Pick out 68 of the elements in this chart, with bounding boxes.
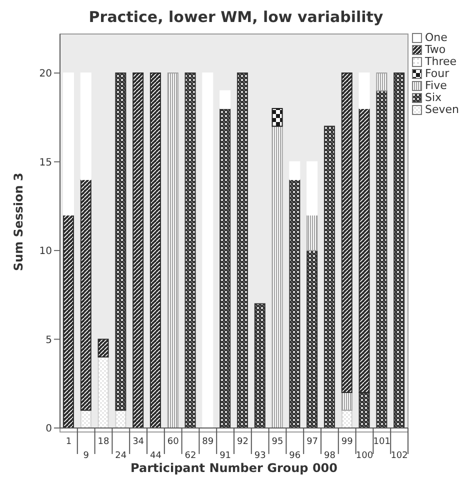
- bar: [289, 161, 300, 180]
- x-tick-label: 60: [167, 437, 180, 447]
- x-tick-label: 24: [115, 451, 127, 461]
- bar: [341, 410, 352, 428]
- x-tick-label: 18: [98, 437, 110, 447]
- x-tick-label: 44: [150, 451, 162, 461]
- bar: [98, 356, 109, 428]
- bar: [202, 72, 214, 428]
- x-tick-label: 91: [220, 451, 232, 461]
- x-tick-label: 92: [236, 437, 248, 447]
- bar: [184, 72, 196, 428]
- x-tick-label: 96: [289, 451, 301, 461]
- bar: [358, 72, 370, 110]
- bar: [254, 303, 266, 428]
- x-tick-label: 98: [324, 451, 336, 461]
- bar: [98, 338, 109, 358]
- bar: [115, 72, 126, 411]
- bar: [272, 108, 283, 127]
- x-tick-label: 95: [272, 437, 284, 447]
- bar: [220, 108, 231, 428]
- bar: [220, 90, 231, 110]
- bar: [324, 126, 335, 428]
- bar: [306, 250, 318, 428]
- x-tick-label: 89: [202, 437, 214, 447]
- legend-label: Three: [425, 55, 457, 68]
- bar: [341, 72, 352, 394]
- y-tick-label: 10: [39, 246, 52, 258]
- bar: [167, 72, 178, 428]
- bar: [376, 72, 388, 92]
- x-tick-label: 99: [341, 437, 354, 447]
- bar: [150, 72, 161, 428]
- bar: [80, 72, 92, 180]
- bar: [306, 214, 318, 252]
- bar: [341, 392, 352, 411]
- x-tick-label: 97: [306, 437, 318, 447]
- x-tick-label: 101: [373, 437, 390, 447]
- bar: [236, 72, 248, 428]
- legend-label: Two: [425, 43, 446, 56]
- legend-label: Four: [425, 67, 450, 80]
- bar: [376, 90, 388, 428]
- bar: [289, 179, 300, 428]
- x-tick-label: 34: [132, 437, 144, 447]
- bar: [394, 72, 405, 428]
- x-tick-label: 100: [356, 451, 374, 461]
- bar: [80, 410, 92, 428]
- y-axis-title: Sum Session 3: [11, 172, 26, 271]
- y-tick-label: 20: [39, 68, 52, 80]
- x-axis-title: Participant Number Group 000: [130, 461, 338, 475]
- bar: [272, 126, 283, 428]
- bar: [306, 161, 318, 216]
- x-tick-label: 9: [83, 451, 90, 461]
- legend-label: One: [425, 31, 448, 44]
- x-tick-label: 1: [66, 437, 72, 447]
- bar: [80, 179, 92, 411]
- legend-label: Seven: [425, 103, 459, 116]
- x-tick-label: 93: [254, 451, 266, 461]
- legend-label: Six: [425, 91, 442, 104]
- chart-title: Practice, lower WM, low variability: [88, 8, 384, 28]
- bar: [115, 410, 126, 428]
- x-tick-label: 102: [390, 451, 408, 461]
- y-tick-label: 0: [46, 424, 52, 435]
- y-tick-label: 15: [39, 157, 52, 168]
- y-tick-label: 5: [46, 334, 52, 346]
- bar: [132, 72, 144, 428]
- x-tick-label: 62: [184, 451, 196, 461]
- legend-label: Five: [425, 79, 447, 92]
- bar: [62, 214, 74, 428]
- bar: [62, 72, 74, 216]
